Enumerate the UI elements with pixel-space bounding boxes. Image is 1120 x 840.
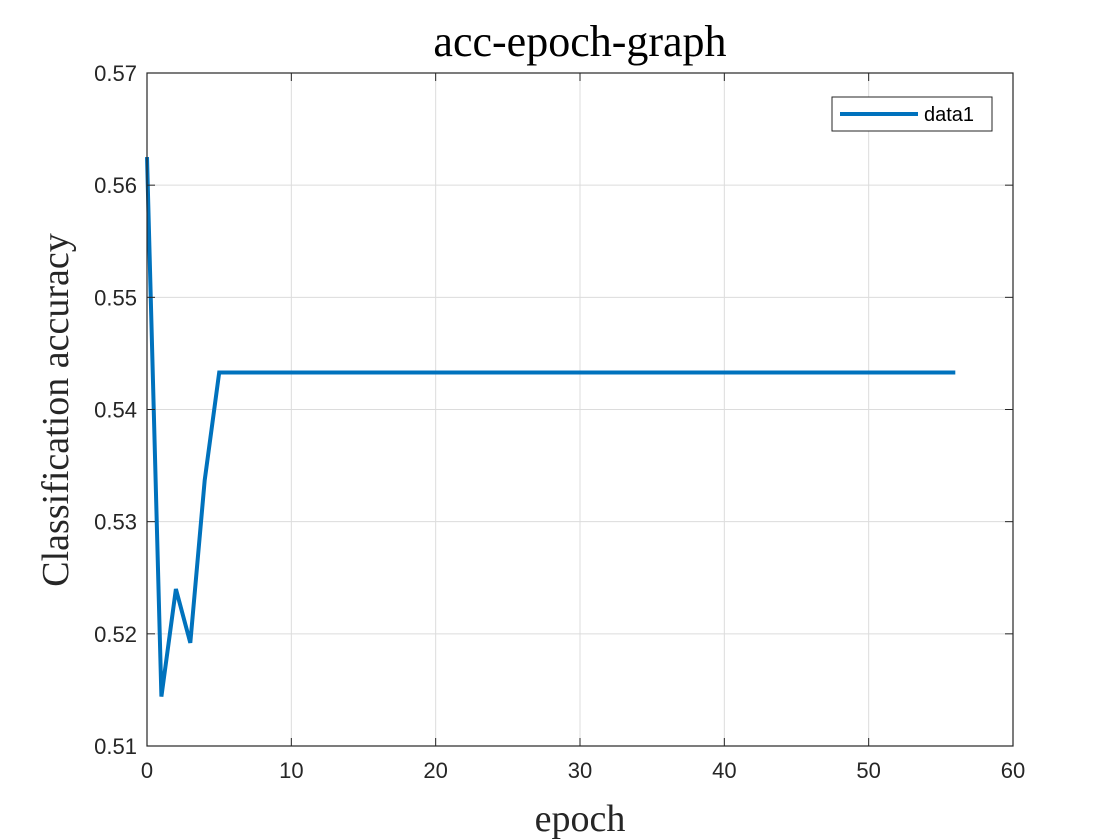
y-tick-label: 0.56 — [94, 173, 137, 198]
y-tick-label: 0.57 — [94, 61, 137, 86]
ticks: 0 10 20 30 40 50 60 0.51 0.52 0.53 0.54 0.55 0.56 0.5… — [94, 61, 1025, 783]
x-tick-label: 60 — [1001, 758, 1025, 783]
series-layer — [145, 157, 956, 697]
x-axis-label: epoch — [535, 798, 626, 840]
y-tick-label: 0.51 — [94, 734, 137, 759]
x-tick-label: 10 — [279, 758, 303, 783]
y-tick-label: 0.55 — [94, 285, 137, 310]
y-tick-label: 0.54 — [94, 398, 137, 423]
x-tick-label: 50 — [856, 758, 880, 783]
x-tick-label: 0 — [141, 758, 153, 783]
series-line-data1 — [145, 157, 956, 697]
legend-label-data1: data1 — [924, 104, 974, 126]
x-tick-label: 30 — [568, 758, 592, 783]
y-tick-label: 0.53 — [94, 510, 137, 535]
chart-title: acc-epoch-graph — [433, 17, 726, 66]
y-axis-label: Classification accuracy — [35, 233, 77, 586]
x-tick-label: 40 — [712, 758, 736, 783]
x-tick-label: 20 — [423, 758, 447, 783]
grid — [147, 73, 1013, 746]
y-tick-label: 0.52 — [94, 622, 137, 647]
legend: data1 — [831, 96, 993, 132]
